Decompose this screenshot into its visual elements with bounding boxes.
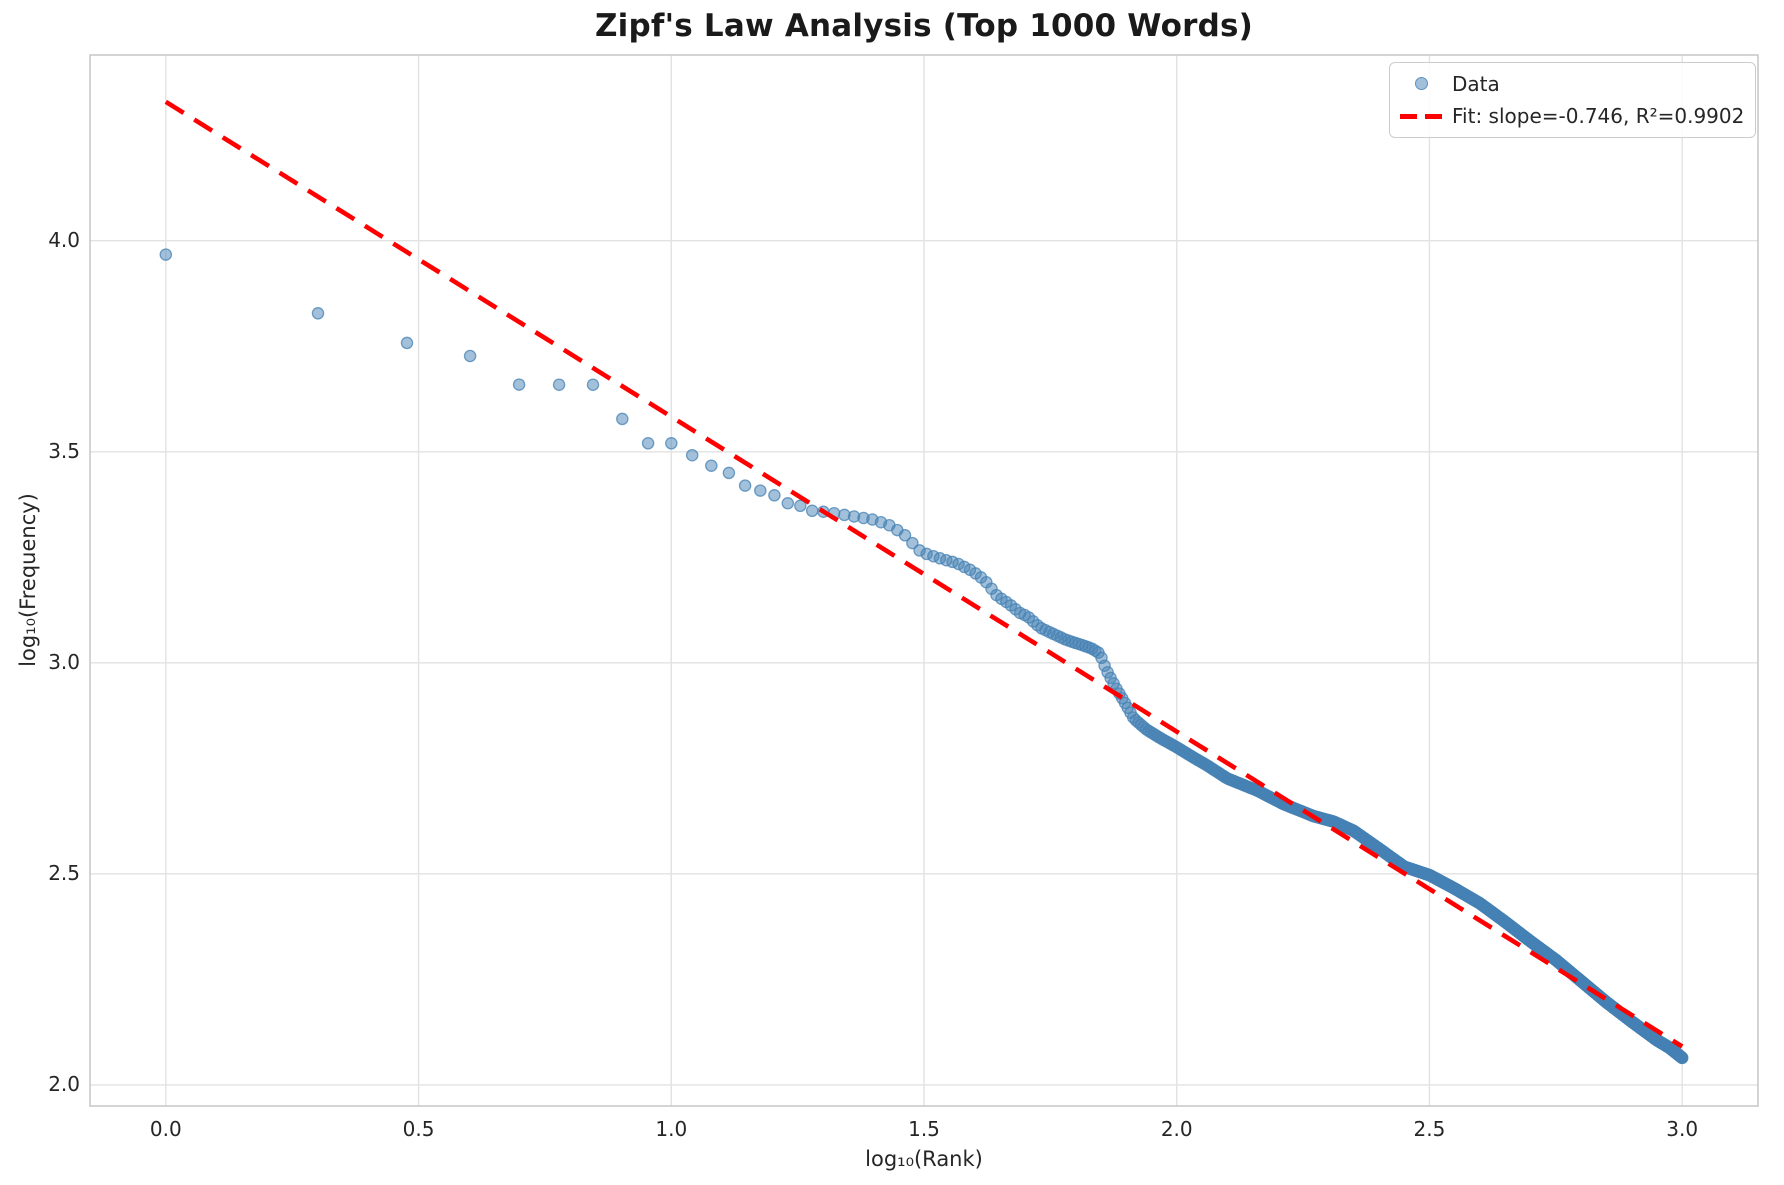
x-tick-label: 1.0 [655, 1117, 688, 1141]
x-tick-label: 0.5 [402, 1117, 435, 1141]
plot-spines [89, 54, 1759, 1107]
x-tick-label: 3.0 [1666, 1117, 1699, 1141]
legend-label-data: Data [1452, 71, 1500, 96]
chart-title: Zipf's Law Analysis (Top 1000 Words) [595, 8, 1253, 44]
legend-label-fit: Fit: slope=-0.746, R²=0.9902 [1452, 104, 1745, 129]
dashed-line-icon [1390, 114, 1452, 119]
y-tick-label: 2.0 [48, 1071, 80, 1096]
y-tick-label: 2.5 [48, 860, 80, 885]
x-axis-label: log₁₀(Rank) [865, 1147, 983, 1171]
scatter-marker-icon [1390, 77, 1452, 91]
y-axis-label: log₁₀(Frequency) [16, 493, 40, 667]
legend: Data Fit: slope=-0.746, R²=0.9902 [1389, 62, 1756, 138]
x-tick-label: 0.0 [149, 1117, 182, 1141]
legend-entry-data: Data [1390, 68, 1755, 100]
x-tick-label: 1.5 [908, 1117, 940, 1141]
y-tick-label: 4.0 [48, 227, 80, 252]
y-tick-label: 3.0 [48, 649, 80, 674]
x-tick-label: 2.0 [1160, 1117, 1193, 1141]
y-tick-label: 3.5 [48, 438, 80, 463]
legend-entry-fit: Fit: slope=-0.746, R²=0.9902 [1390, 100, 1755, 132]
x-tick-label: 2.5 [1413, 1117, 1446, 1141]
fit-line [164, 99, 1684, 1049]
